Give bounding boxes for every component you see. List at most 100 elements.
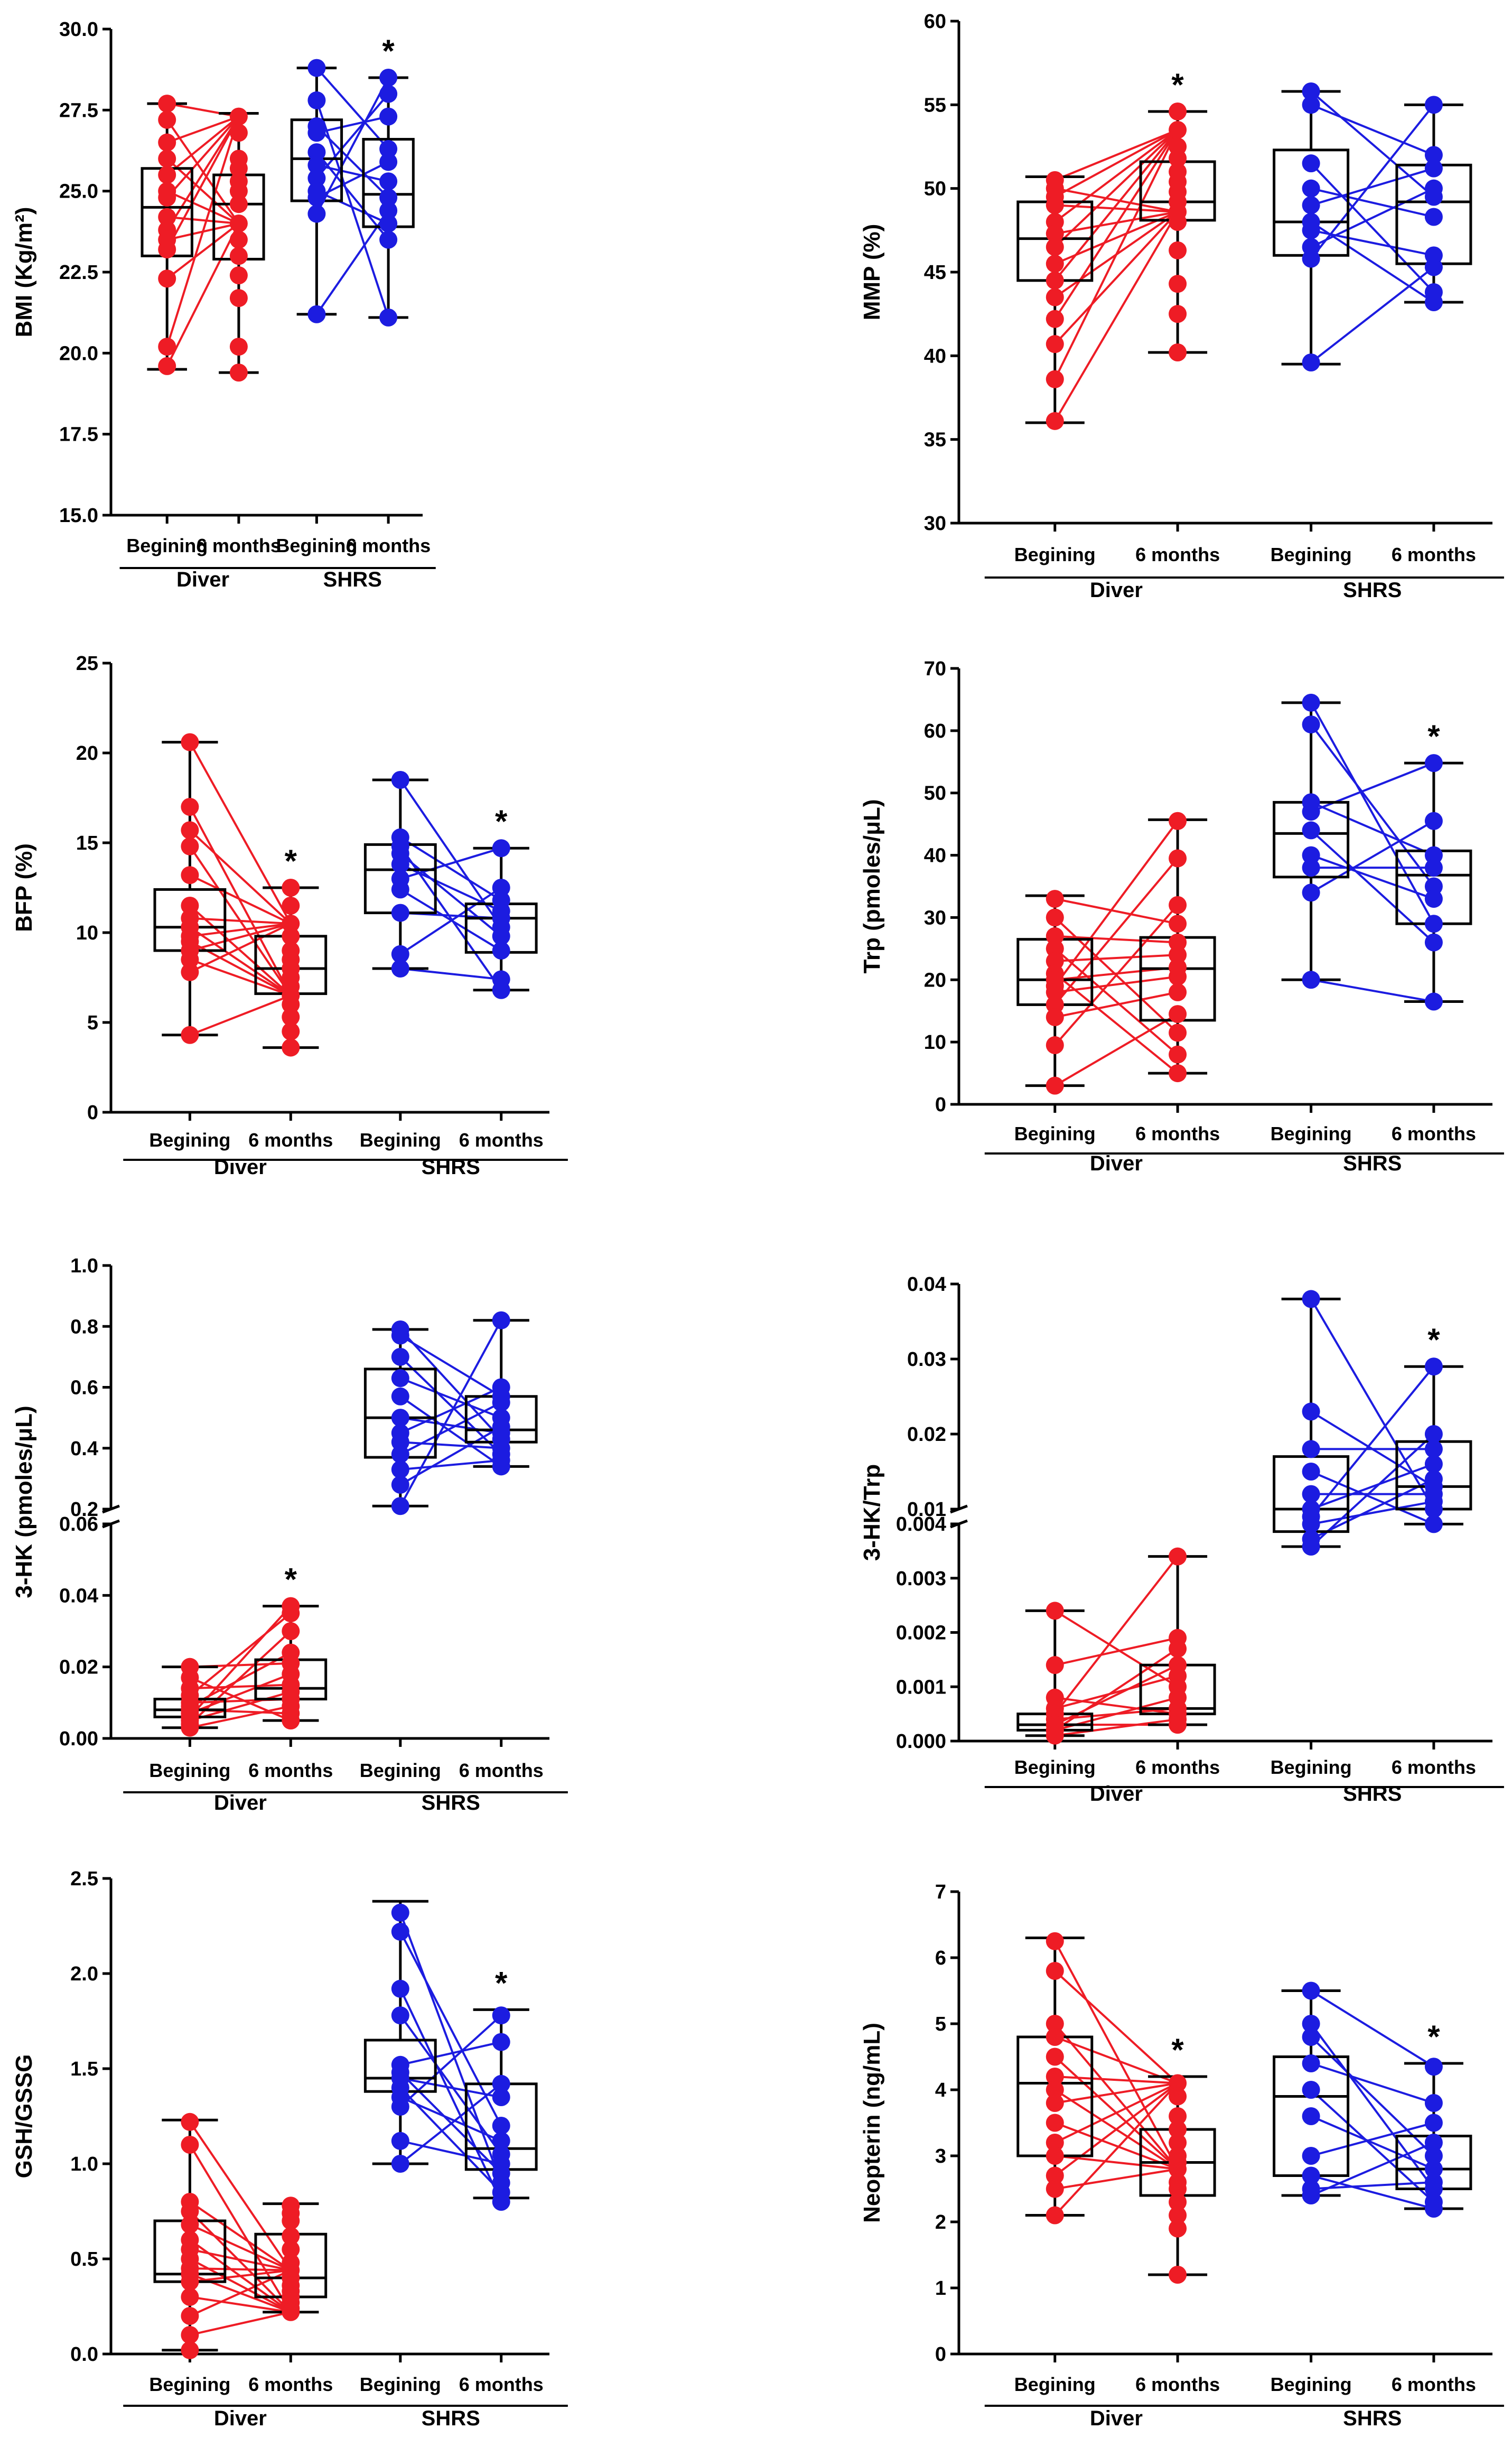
data-point xyxy=(1424,1440,1443,1458)
data-point xyxy=(181,2273,199,2291)
y-tick-label: 60 xyxy=(924,11,946,33)
data-point xyxy=(1046,983,1064,1001)
data-point xyxy=(391,1326,409,1345)
y-tick-label: 0.2 xyxy=(70,1499,98,1521)
data-point xyxy=(158,133,176,152)
pair-line xyxy=(1310,1433,1435,1548)
pair-line xyxy=(1054,2023,1179,2170)
pair-line xyxy=(189,2223,292,2272)
data-point xyxy=(391,771,409,789)
pair-line xyxy=(1054,1718,1178,1737)
data-point xyxy=(307,204,326,223)
data-point xyxy=(379,69,398,87)
data-point xyxy=(391,1497,409,1515)
data-point xyxy=(307,143,326,162)
chart-mmp: 30 35 40 45 50 55 60 MMP (%) * Begining 6 months Be… xyxy=(859,11,1504,602)
pair-line xyxy=(400,2077,502,2098)
y-tick-label: 20 xyxy=(924,969,946,991)
data-point xyxy=(1169,343,1187,361)
data-point xyxy=(379,139,398,158)
pair-line xyxy=(1311,167,1434,207)
data-point xyxy=(1046,271,1064,290)
pair-line xyxy=(1310,820,1434,894)
data-point xyxy=(391,904,409,922)
significance-marker: * xyxy=(1171,2032,1184,2068)
data-point xyxy=(1424,1515,1443,1533)
pair-line xyxy=(166,115,239,144)
data-point xyxy=(181,897,199,915)
pair-line xyxy=(399,836,502,901)
data-point xyxy=(391,2006,409,2025)
data-point xyxy=(181,2202,199,2220)
data-point xyxy=(391,1387,409,1406)
y-tick-label: 0.000 xyxy=(896,1730,946,1753)
pair-line xyxy=(167,216,239,225)
category-label: Begining xyxy=(360,1129,441,1151)
data-point xyxy=(1046,927,1064,945)
category-label: Begining xyxy=(360,2374,441,2395)
data-point xyxy=(1046,1962,1064,1980)
data-point xyxy=(181,821,199,840)
pair-line xyxy=(189,741,292,924)
data-point xyxy=(1169,812,1187,830)
group-label: Diver xyxy=(214,1156,267,1179)
pair-line xyxy=(1310,1471,1434,1525)
data-point xyxy=(229,215,248,232)
data-point xyxy=(1046,1602,1064,1620)
data-point xyxy=(1046,2180,1064,2198)
data-point xyxy=(1424,208,1443,226)
y-tick-label: 10 xyxy=(76,922,98,944)
category-label: 6 months xyxy=(248,1760,333,1781)
group-label: SHRS xyxy=(422,1791,480,1814)
y-tick-label: 40 xyxy=(924,845,946,867)
pair-line xyxy=(166,190,239,225)
pair-line xyxy=(399,1395,502,1467)
pair-line xyxy=(1054,2155,1178,2170)
data-point xyxy=(1046,288,1064,306)
data-point xyxy=(492,942,510,960)
data-point xyxy=(1302,221,1320,239)
group-label: Diver xyxy=(214,1791,267,1814)
data-point xyxy=(1302,846,1320,864)
y-tick-label: 0.4 xyxy=(70,1438,98,1460)
data-point xyxy=(1424,1357,1443,1376)
category-label: 6 months xyxy=(1135,1756,1220,1778)
significance-marker: * xyxy=(285,1562,297,1597)
data-point xyxy=(307,124,326,142)
data-point xyxy=(181,798,199,816)
y-tick-label: 70 xyxy=(924,658,946,680)
data-point xyxy=(492,2006,510,2025)
data-point xyxy=(1169,213,1187,231)
data-point xyxy=(1046,2114,1064,2132)
category-label: Begining xyxy=(1271,1756,1352,1778)
data-point xyxy=(1169,1023,1187,1042)
category-label: 6 months xyxy=(1392,1756,1476,1778)
data-point xyxy=(282,897,300,915)
pair-line xyxy=(1054,975,1178,993)
data-point xyxy=(1046,2206,1064,2225)
data-point xyxy=(229,107,248,126)
group-label: Diver xyxy=(214,2407,267,2430)
data-point xyxy=(379,230,398,249)
pair-line xyxy=(1311,2174,1434,2210)
data-point xyxy=(492,927,510,945)
data-point xyxy=(492,839,510,858)
data-point xyxy=(1046,2134,1064,2152)
pair-line xyxy=(400,2096,502,2142)
data-point xyxy=(391,2132,409,2150)
data-point xyxy=(492,981,510,999)
pair-line xyxy=(189,994,292,1036)
box-shrs-begin xyxy=(1273,90,1350,366)
data-point xyxy=(1046,1036,1064,1055)
data-point xyxy=(1302,2028,1320,2046)
y-tick-label: 0.04 xyxy=(59,1585,98,1607)
data-point xyxy=(282,2212,300,2230)
data-point xyxy=(229,247,248,265)
y-tick-label: 0.04 xyxy=(907,1273,946,1296)
data-point xyxy=(181,2216,199,2234)
data-point xyxy=(1424,812,1443,830)
data-point xyxy=(1424,1500,1443,1518)
group-label: Diver xyxy=(1090,2407,1143,2430)
pair-line xyxy=(190,2296,291,2313)
